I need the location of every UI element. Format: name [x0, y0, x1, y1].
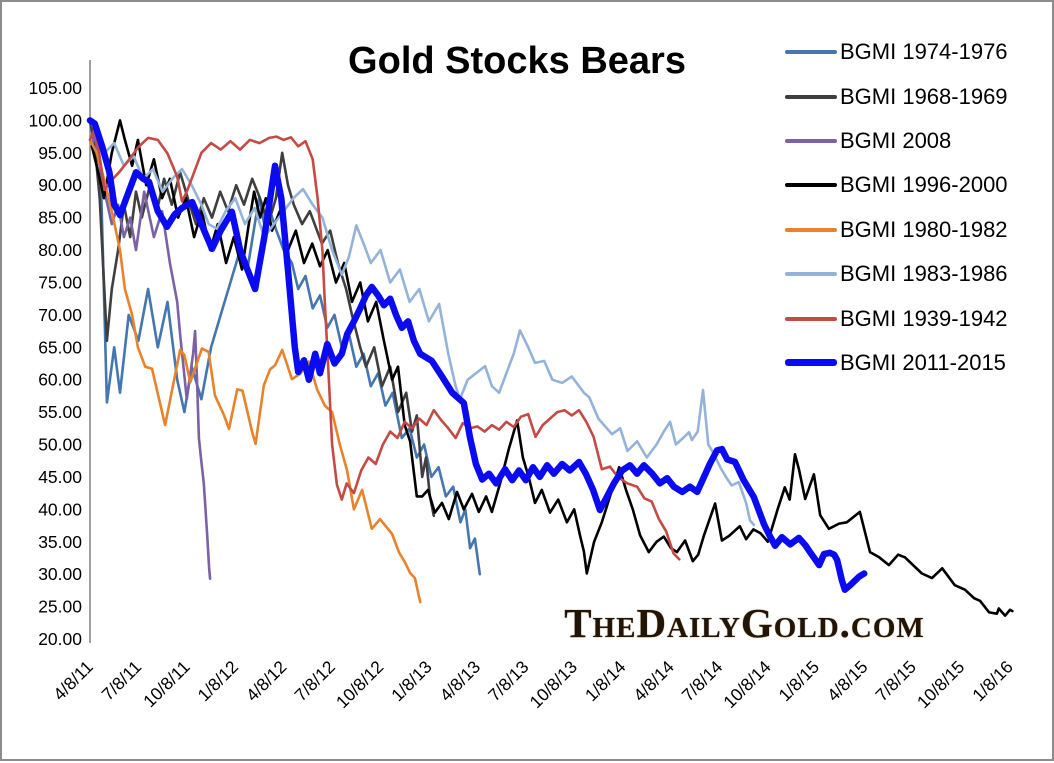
y-axis-label: 60.00 [38, 370, 82, 390]
legend-swatch [785, 272, 837, 277]
legend-item: BGMI 1983-1986 [785, 252, 1008, 296]
legend-item: BGMI 1974-1976 [785, 30, 1008, 74]
y-axis-label: 85.00 [38, 208, 82, 228]
x-axis-label: 1/8/14 [581, 656, 630, 705]
y-axis-label: 80.00 [38, 240, 82, 260]
x-axis-label: 10/8/13 [526, 657, 581, 712]
legend-label: BGMI 1968-1969 [840, 83, 1008, 109]
legend-item: BGMI 1980-1982 [785, 208, 1008, 252]
series-line-bgmi-1974-1976 [88, 119, 482, 576]
y-axis-label: 50.00 [38, 435, 82, 455]
x-axis-label: 4/8/12 [242, 657, 291, 706]
legend-label: BGMI 2011-2015 [840, 349, 1006, 375]
y-axis-label: 100.00 [28, 110, 82, 130]
x-axis-label: 1/8/15 [775, 657, 824, 706]
x-axis-label: 10/8/15 [913, 657, 968, 712]
y-axis-label: 40.00 [38, 499, 82, 519]
legend-swatch [785, 227, 837, 232]
legend-swatch [785, 359, 837, 367]
x-axis-label: 10/8/11 [139, 657, 194, 712]
legend-label: BGMI 1983-1986 [840, 261, 1008, 287]
y-axis-label: 75.00 [38, 272, 82, 292]
legend-swatch [785, 183, 837, 188]
y-axis-label: 55.00 [38, 402, 82, 422]
y-axis-label: 90.00 [38, 175, 82, 195]
y-axis-label: 30.00 [38, 564, 82, 584]
series-line-bgmi-1939-1942 [88, 127, 681, 561]
x-axis-label: 1/8/16 [968, 657, 1017, 706]
legend-item: BGMI 1968-1969 [785, 74, 1008, 118]
x-axis-label: 4/8/14 [629, 656, 678, 705]
series-line-bgmi-1996-2000 [90, 119, 1014, 617]
y-axis-label: 20.00 [38, 629, 82, 649]
legend-label: BGMI 1974-1976 [840, 39, 1008, 65]
series-line-bgmi-1983-1986 [88, 119, 756, 527]
legend-item: BGMI 1939-1942 [785, 296, 1008, 340]
x-axis-label: 1/8/13 [387, 657, 436, 706]
x-axis-label: 4/8/15 [823, 657, 872, 706]
legend-swatch [785, 50, 837, 55]
y-axis-label: 35.00 [38, 532, 82, 552]
x-axis-label: 4/8/11 [49, 657, 97, 705]
y-axis-label: 70.00 [38, 305, 82, 325]
legend: BGMI 1974-1976 BGMI 1968-1969 BGMI 2008 BGM… [785, 30, 1008, 385]
x-axis-label: 4/8/13 [436, 657, 485, 706]
series-line-bgmi-1980-1982 [88, 138, 422, 604]
y-axis-label: 45.00 [38, 467, 82, 487]
legend-label: BGMI 1996-2000 [840, 172, 1008, 198]
legend-item: BGMI 2011-2015 [785, 341, 1008, 385]
legend-item: BGMI 2008 [785, 119, 1008, 163]
y-axis-label: 65.00 [38, 337, 82, 357]
x-axis-label: 10/8/14 [719, 656, 775, 712]
legend-swatch [785, 138, 837, 143]
chart-title: Gold Stocks Bears [348, 40, 686, 82]
legend-swatch [785, 94, 837, 99]
x-axis-label: 1/8/12 [194, 657, 243, 706]
legend-label: BGMI 2008 [840, 127, 952, 153]
y-axis-label: 105.00 [28, 78, 82, 98]
legend-label: BGMI 1939-1942 [840, 305, 1008, 331]
legend-swatch [785, 316, 837, 321]
y-axis-label: 95.00 [38, 143, 82, 163]
series-line-bgmi-2011-2015 [86, 117, 868, 593]
legend-item: BGMI 1996-2000 [785, 163, 1008, 207]
y-axis-label: 25.00 [38, 597, 82, 617]
legend-label: BGMI 1980-1982 [840, 216, 1008, 242]
series-line-bgmi-2008 [90, 132, 212, 580]
x-axis-label: 10/8/12 [332, 657, 387, 712]
watermark: TheDailyGold.com [564, 600, 925, 646]
